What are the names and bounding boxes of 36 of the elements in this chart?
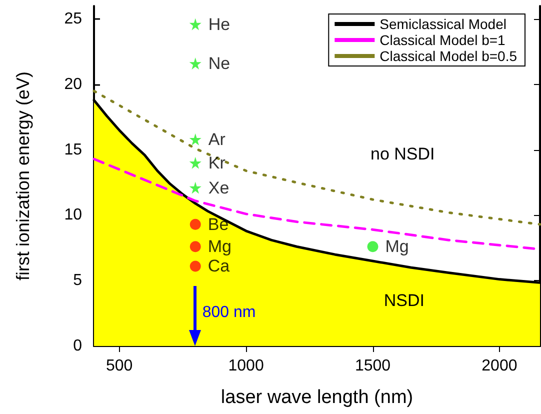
data-label: He (208, 14, 230, 34)
ref-line-label: 800 nm (202, 304, 256, 322)
point (189, 18, 202, 30)
y-tick-label: 5 (73, 272, 82, 290)
annotation: NSDI (384, 290, 425, 310)
x-tick-label: 1500 (354, 358, 391, 374)
x-tick-label: 500 (106, 358, 133, 374)
x-axis-title: laser wave length (nm) (220, 387, 414, 408)
point (190, 218, 201, 230)
data-label: Mg (208, 237, 232, 256)
point (367, 241, 378, 252)
y-tick-label: 20 (64, 76, 82, 93)
x-tick-label: 2000 (482, 358, 518, 374)
legend-label: Semiclassical Model (380, 16, 506, 32)
y-axis-title: first ionization energy (eV) (13, 71, 33, 281)
point (189, 133, 202, 146)
data-label: Ar (208, 130, 226, 149)
y-tick-label: 10 (64, 206, 82, 224)
point (190, 241, 201, 252)
y-tick-label: 15 (64, 141, 82, 158)
point (189, 58, 202, 70)
x-tick-label: 1000 (228, 358, 264, 374)
data-label: Xe (208, 178, 230, 198)
y-tick-label: 25 (64, 10, 82, 28)
legend-label: Classical Model b=0.5 (380, 48, 518, 64)
legend-label: Classical Model b=1 (380, 32, 506, 48)
point (189, 156, 202, 169)
data-label: Be (208, 214, 229, 234)
point (190, 260, 201, 272)
data-label: Ca (208, 256, 230, 276)
data-label: Kr (208, 153, 226, 172)
data-label: Ne (208, 54, 230, 74)
data-label: Mg (385, 237, 409, 256)
point (189, 182, 202, 194)
annotation: no NSDI (370, 144, 435, 164)
y-tick-label: 0 (73, 338, 82, 354)
